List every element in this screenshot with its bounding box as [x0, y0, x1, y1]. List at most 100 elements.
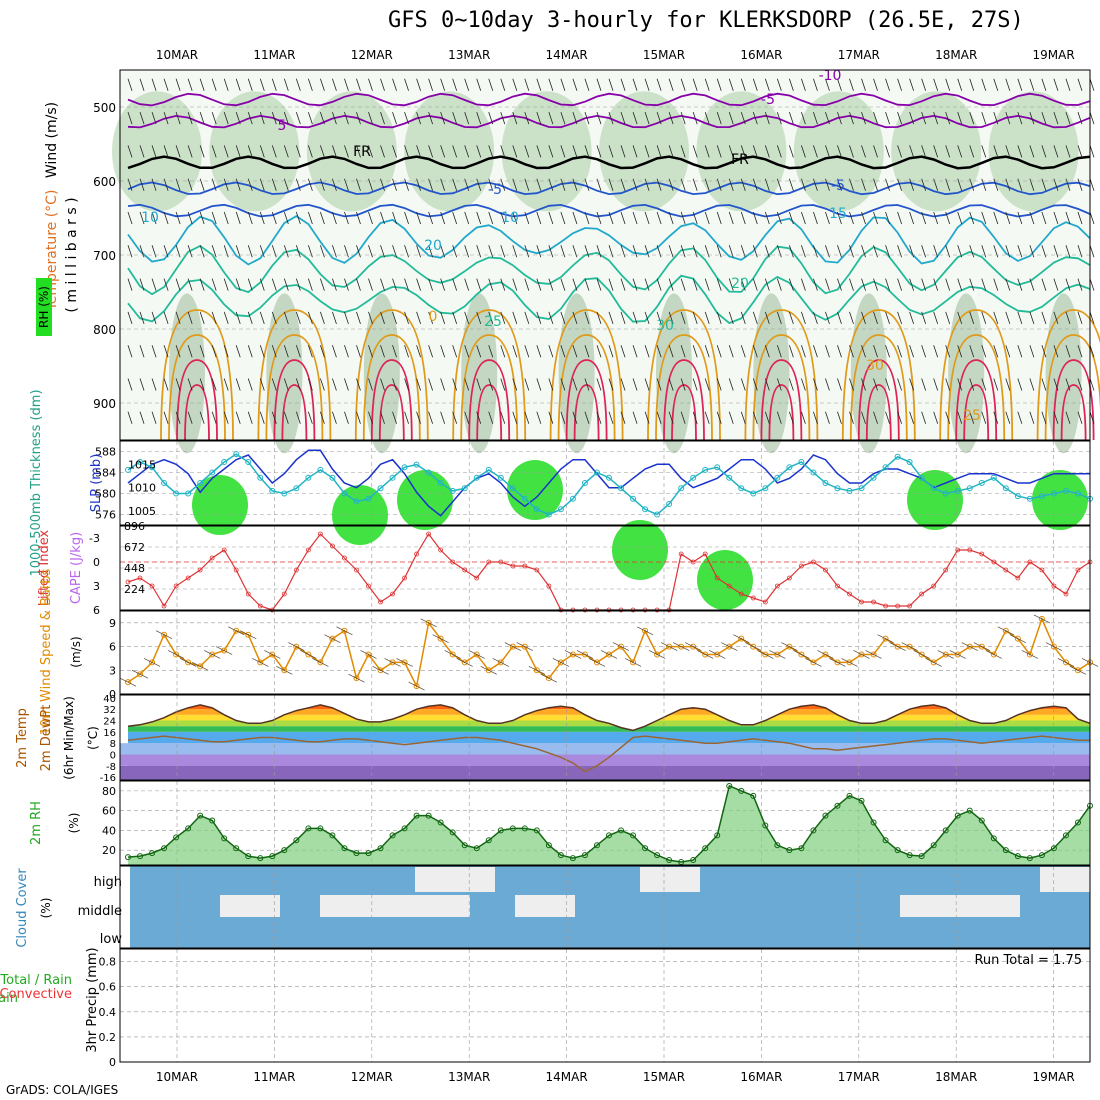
wind-barb — [368, 345, 373, 358]
cape-tick-label: 224 — [124, 583, 145, 596]
wind-speed-point — [449, 651, 456, 658]
cloud-axis-label: Cloud Cover — [15, 868, 30, 948]
wind-barb — [452, 111, 458, 125]
wind-barb — [163, 311, 169, 325]
wind-barb — [993, 211, 999, 225]
wind-barb — [1017, 245, 1023, 258]
wind-barb — [151, 178, 157, 191]
rh-point — [966, 807, 973, 814]
wind-barb — [993, 78, 999, 91]
wind-barb — [271, 378, 277, 391]
temp-tick-label: -8 — [106, 762, 116, 773]
bottom-date-label: 16MAR — [740, 1070, 782, 1084]
wind-barb — [837, 311, 842, 325]
li-tick-label: 3 — [93, 580, 100, 593]
wind-barb — [740, 411, 746, 424]
wind-barb — [608, 145, 614, 158]
wind-barb — [945, 378, 951, 391]
rh-low-blob — [948, 293, 985, 454]
warm-contour — [273, 359, 316, 441]
wind-barb — [271, 211, 277, 225]
wind-barb — [344, 211, 349, 225]
wind-barb — [163, 245, 169, 258]
wind-barb — [849, 278, 854, 291]
wind-barb — [488, 178, 494, 191]
wind-barb — [716, 78, 722, 91]
wind-barb — [945, 111, 951, 125]
wind-barb — [620, 345, 626, 358]
wind-barb — [500, 311, 506, 325]
wind-barb — [368, 245, 373, 258]
wind-barb — [981, 145, 987, 158]
wind-barb — [849, 411, 854, 424]
bottom-date-label: 15MAR — [643, 1070, 685, 1084]
temp-units-label: (°C) — [86, 726, 100, 750]
cloud-row-label: high — [94, 875, 122, 890]
wind-barb — [404, 78, 409, 91]
wind-tick-label: 3 — [109, 664, 116, 677]
rh-point — [401, 825, 408, 832]
wind-barb — [1041, 311, 1047, 325]
wind-barb — [187, 411, 193, 424]
wind-barb — [873, 311, 878, 325]
surface-wind-barb — [564, 650, 582, 659]
isotherm-line — [127, 181, 1091, 196]
wind-barb — [1077, 278, 1083, 291]
wind-barb — [307, 345, 313, 358]
wind-barb — [211, 378, 217, 391]
rh-tick-label: 20 — [102, 844, 116, 857]
wind-barb — [620, 78, 626, 91]
wind-barb — [163, 345, 169, 358]
wind-barb — [620, 378, 626, 391]
wind-barb — [476, 78, 482, 91]
wind-barb — [1041, 278, 1047, 291]
wind-barb — [656, 78, 662, 91]
wind-barb — [356, 178, 361, 191]
wind-barb — [644, 111, 650, 125]
wind-barb — [295, 111, 301, 125]
wind-barb — [416, 378, 421, 391]
li-point — [1063, 591, 1069, 597]
li-point — [414, 551, 420, 557]
wind-barb — [295, 278, 301, 291]
wind-barb — [512, 245, 518, 258]
wind-barb — [849, 78, 854, 91]
wind-barb — [464, 245, 470, 258]
top-date-label: 12MAR — [351, 48, 393, 62]
wind-speed-point — [918, 651, 925, 658]
wind-barb — [1029, 111, 1035, 125]
rh-point — [882, 837, 889, 844]
wind-barb — [332, 145, 337, 158]
wind-barb — [476, 311, 482, 325]
wind-barb — [656, 111, 662, 125]
warm-contour — [865, 384, 892, 441]
wind-barb — [788, 378, 794, 391]
li-point — [426, 531, 432, 537]
wind-barb — [320, 111, 325, 125]
warm-contour — [362, 334, 421, 441]
wind-barb — [500, 411, 506, 424]
wind-barb — [704, 178, 710, 191]
wind-barb — [307, 211, 313, 225]
wind-barb — [897, 78, 902, 91]
surface-wind-barb — [516, 642, 533, 651]
wind-barb — [596, 378, 602, 391]
top-date-label: 15MAR — [643, 48, 685, 62]
warm-contour — [184, 384, 210, 441]
wind-barb — [632, 411, 638, 424]
wind-barb — [1065, 345, 1071, 358]
wind-barb — [668, 245, 674, 258]
wind-barb — [716, 411, 722, 424]
wind-barb — [692, 278, 698, 291]
wind-barb — [933, 78, 939, 91]
temperature-contour-label: -5 — [761, 92, 775, 108]
surface-wind-barb — [540, 673, 558, 683]
wind-speed-point — [654, 651, 661, 658]
wind-barb — [259, 411, 265, 424]
wind-barb — [332, 378, 337, 391]
wind-barb — [909, 378, 915, 391]
wind-barb — [572, 311, 578, 325]
cape-axis-label: CAPE (J/kg) — [69, 532, 84, 604]
li-point — [185, 575, 191, 581]
wind-barb — [151, 311, 157, 325]
